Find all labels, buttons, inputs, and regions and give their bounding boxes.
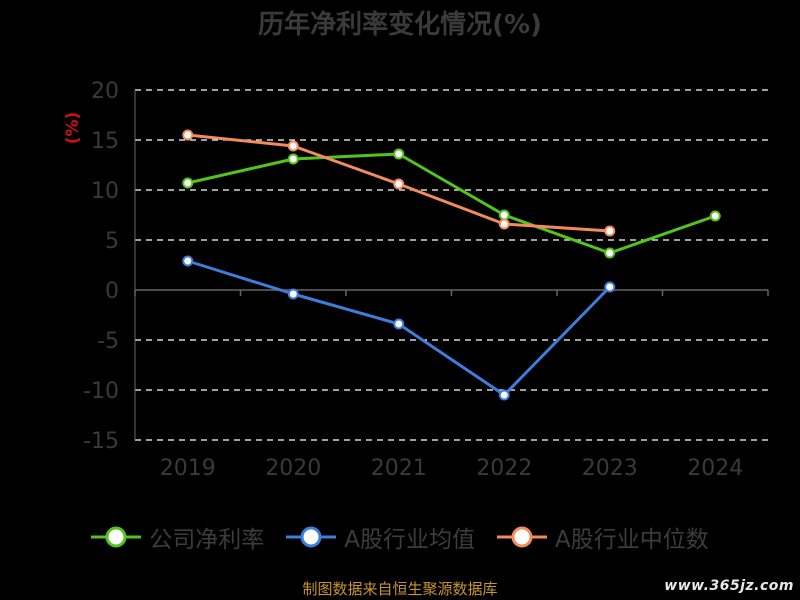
site-watermark: www.365jz.com [664,578,794,594]
chart-legend: 公司净利率 A股行业均值 A股行业中位数 [0,520,800,554]
data-point-series-3 [604,225,616,237]
x-tick-label: 2023 [582,456,638,481]
y-tick-label: -15 [83,429,119,454]
chart-title: 历年净利率变化情况(%) [258,10,542,40]
legend-label: 公司净利率 [149,527,265,553]
y-axis-label: (%) [63,112,83,145]
y-tick-label: -10 [83,379,119,404]
series-line-1 [187,152,716,255]
legend-swatch-icon [286,526,337,548]
data-point-series-2 [287,288,299,300]
data-point-series-1 [604,247,616,259]
x-tick-label: 2022 [476,456,532,481]
data-point-series-2 [182,255,194,267]
y-tick-label: 0 [105,279,119,304]
data-point-series-1 [709,210,721,222]
x-tick-label: 2024 [687,456,743,481]
y-tick-label: -5 [97,329,119,354]
data-point-series-2 [393,318,405,330]
data-point-series-1 [182,177,194,189]
data-source-note: 制图数据来自恒生聚源数据库 [302,580,498,598]
data-point-series-1 [393,148,405,160]
y-tick-label: 10 [91,179,119,204]
legend-item-company-net-margin[interactable]: 公司净利率 [91,520,264,554]
data-point-series-3 [182,129,194,141]
data-point-series-3 [498,218,510,230]
y-tick-label: 15 [91,129,119,154]
legend-label: A股行业均值 [344,527,475,553]
legend-item-industry-mean[interactable]: A股行业均值 [286,520,475,554]
data-point-series-2 [498,389,510,401]
legend-swatch-icon [497,526,547,548]
x-tick-label: 2021 [371,456,427,481]
legend-label: A股行业中位数 [555,527,709,553]
y-tick-label: 5 [105,229,119,254]
data-point-series-1 [287,153,299,165]
x-tick-label: 2020 [265,456,321,481]
legend-swatch-icon [91,526,142,548]
data-point-series-3 [287,140,299,152]
data-point-series-2 [604,281,616,293]
x-tick-label: 2019 [160,456,216,481]
data-point-series-1 [498,209,510,221]
legend-item-industry-median[interactable]: A股行业中位数 [497,520,709,554]
data-point-series-3 [393,178,405,190]
y-tick-label: 20 [91,79,119,104]
